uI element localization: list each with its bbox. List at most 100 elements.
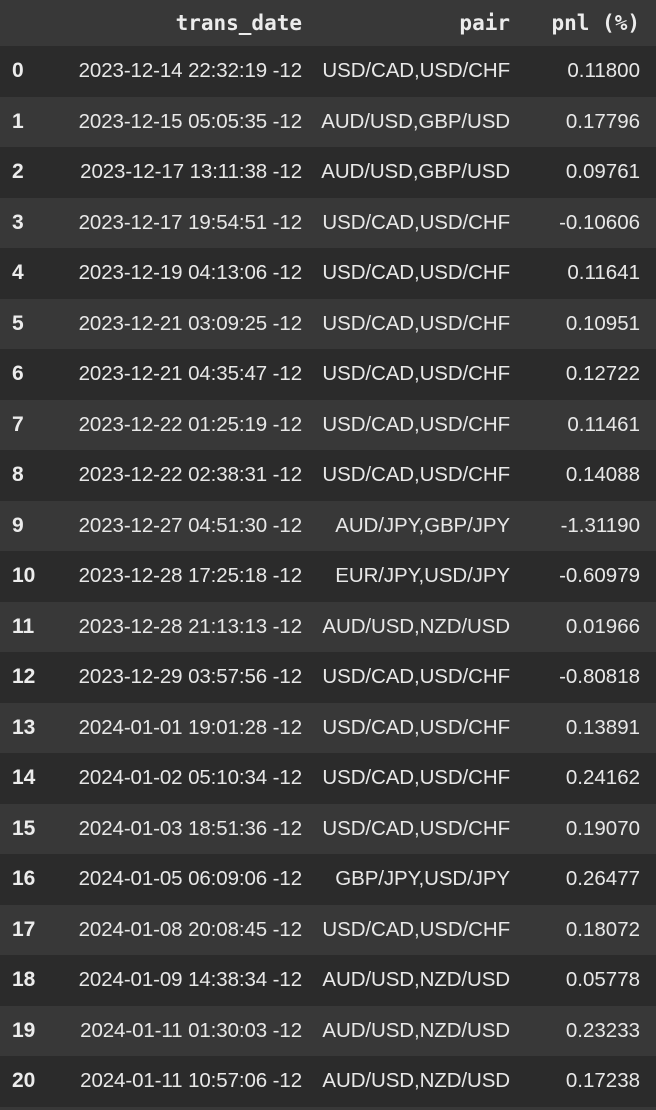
cell-pair: USD/CAD,USD/CHF xyxy=(322,210,510,234)
cell-pnl: -0.80818 xyxy=(559,665,640,689)
cell-pnl: 0.01966 xyxy=(565,614,640,638)
row-index: 12 xyxy=(12,665,36,689)
cell-trans-date: 2024-01-09 14:38:34 -12 xyxy=(78,968,302,992)
row-index: 6 xyxy=(12,362,24,386)
cell-pnl: -1.31190 xyxy=(560,513,640,537)
cell-pair: EUR/JPY,USD/JPY xyxy=(335,564,510,588)
row-index: 19 xyxy=(12,1018,36,1042)
table-row: 0 2023-12-14 22:32:19 -12 USD/CAD,USD/CHF 0… xyxy=(0,46,656,97)
table-row: 2 2023-12-17 13:11:38 -12 AUD/USD,GBP/USD 0… xyxy=(0,147,656,198)
cell-pnl: 0.13891 xyxy=(565,715,640,739)
row-index: 5 xyxy=(12,311,24,335)
row-index: 8 xyxy=(12,463,24,487)
cell-pnl: 0.24162 xyxy=(565,766,640,790)
table-row: 4 2023-12-19 04:13:06 -12 USD/CAD,USD/CHF 0… xyxy=(0,248,656,299)
cell-pair: AUD/USD,NZD/USD xyxy=(322,968,510,992)
table-row: 1 2023-12-15 05:05:35 -12 AUD/USD,GBP/USD 0… xyxy=(0,96,656,147)
row-index: 2 xyxy=(12,160,24,184)
row-index: 1 xyxy=(12,109,24,133)
cell-trans-date: 2023-12-15 05:05:35 -12 xyxy=(78,109,302,133)
cell-pnl: -0.60979 xyxy=(559,564,640,588)
cell-trans-date: 2023-12-28 17:25:18 -12 xyxy=(78,564,302,588)
table-row: 5 2023-12-21 03:09:25 -12 USD/CAD,USD/CHF 0… xyxy=(0,298,656,349)
table-row: 18 2024-01-09 14:38:34 -12 AUD/USD,NZD/USD… xyxy=(0,955,656,1006)
row-index: 4 xyxy=(12,261,24,285)
table-row: 9 2023-12-27 04:51:30 -12 AUD/JPY,GBP/JPY -… xyxy=(0,500,656,551)
cell-pnl: 0.14088 xyxy=(565,463,640,487)
table-row: 7 2023-12-22 01:25:19 -12 USD/CAD,USD/CHF 0… xyxy=(0,399,656,450)
cell-pair: USD/CAD,USD/CHF xyxy=(322,816,510,840)
cell-pair: USD/CAD,USD/CHF xyxy=(322,261,510,285)
row-index: 15 xyxy=(12,816,36,840)
cell-trans-date: 2023-12-17 13:11:38 -12 xyxy=(80,160,302,184)
cell-pair: GBP/JPY,USD/JPY xyxy=(335,867,510,891)
cell-pair: USD/CAD,USD/CHF xyxy=(322,59,510,83)
cell-trans-date: 2024-01-01 19:01:28 -12 xyxy=(78,715,302,739)
row-index: 14 xyxy=(12,766,36,790)
cell-pair: AUD/USD,NZD/USD xyxy=(322,1069,510,1093)
cell-trans-date: 2023-12-28 21:13:13 -12 xyxy=(78,614,302,638)
row-index: 0 xyxy=(12,59,24,83)
cell-pnl: 0.11461 xyxy=(567,412,640,436)
table-row: 6 2023-12-21 04:35:47 -12 USD/CAD,USD/CHF 0… xyxy=(0,349,656,400)
header-pair: pair xyxy=(459,11,510,35)
cell-pair: AUD/USD,GBP/USD xyxy=(321,109,510,133)
table-row: 19 2024-01-11 01:30:03 -12 AUD/USD,NZD/USD… xyxy=(0,1005,656,1056)
row-index: 20 xyxy=(12,1069,36,1093)
cell-pair: USD/CAD,USD/CHF xyxy=(322,463,510,487)
table-row: 17 2024-01-08 20:08:45 -12 USD/CAD,USD/CHF… xyxy=(0,904,656,955)
cell-pair: USD/CAD,USD/CHF xyxy=(322,715,510,739)
cell-pnl: -0.10606 xyxy=(559,210,640,234)
cell-pair: USD/CAD,USD/CHF xyxy=(322,665,510,689)
row-index: 13 xyxy=(12,715,36,739)
cell-pnl: 0.10951 xyxy=(565,311,640,335)
cell-trans-date: 2023-12-27 04:51:30 -12 xyxy=(78,513,302,537)
cell-pair: AUD/USD,NZD/USD xyxy=(322,614,510,638)
table-row: 15 2024-01-03 18:51:36 -12 USD/CAD,USD/CHF… xyxy=(0,803,656,854)
cell-pnl: 0.17238 xyxy=(565,1069,640,1093)
row-index: 16 xyxy=(12,867,36,891)
cell-pair: USD/CAD,USD/CHF xyxy=(322,917,510,941)
cell-trans-date: 2023-12-29 03:57:56 -12 xyxy=(78,665,302,689)
table-row: 16 2024-01-05 06:09:06 -12 GBP/JPY,USD/JPY… xyxy=(0,854,656,905)
cell-pair: USD/CAD,USD/CHF xyxy=(322,766,510,790)
cell-pnl: 0.11800 xyxy=(567,59,640,83)
table-row: 8 2023-12-22 02:38:31 -12 USD/CAD,USD/CHF 0… xyxy=(0,450,656,501)
row-index: 11 xyxy=(12,614,35,638)
cell-trans-date: 2023-12-19 04:13:06 -12 xyxy=(78,261,302,285)
cell-trans-date: 2024-01-08 20:08:45 -12 xyxy=(78,917,302,941)
cell-pnl: 0.19070 xyxy=(565,816,640,840)
cell-pair: AUD/JPY,GBP/JPY xyxy=(335,513,510,537)
row-index: 17 xyxy=(12,917,36,941)
cell-trans-date: 2024-01-05 06:09:06 -12 xyxy=(78,867,302,891)
table-body: 0 2023-12-14 22:32:19 -12 USD/CAD,USD/CHF 0… xyxy=(0,46,656,1107)
cell-trans-date: 2023-12-22 02:38:31 -12 xyxy=(78,463,302,487)
row-index: 9 xyxy=(12,513,24,537)
header-index xyxy=(0,0,46,46)
table-header: trans_date pair pnl (%) xyxy=(0,0,656,46)
cell-pnl: 0.11641 xyxy=(567,261,640,285)
cell-pnl: 0.05778 xyxy=(565,968,640,992)
row-index: 10 xyxy=(12,564,36,588)
cell-trans-date: 2024-01-11 10:57:06 -12 xyxy=(80,1069,302,1093)
row-index: 3 xyxy=(12,210,24,234)
cell-trans-date: 2024-01-02 05:10:34 -12 xyxy=(78,766,302,790)
table-row: 13 2024-01-01 19:01:28 -12 USD/CAD,USD/CHF… xyxy=(0,702,656,753)
cell-trans-date: 2024-01-03 18:51:36 -12 xyxy=(78,816,302,840)
cell-pnl: 0.12722 xyxy=(565,362,640,386)
cell-pair: AUD/USD,GBP/USD xyxy=(321,160,510,184)
table-row: 20 2024-01-11 10:57:06 -12 AUD/USD,NZD/USD… xyxy=(0,1056,656,1107)
cell-pair: USD/CAD,USD/CHF xyxy=(322,412,510,436)
header-pnl: pnl (%) xyxy=(551,11,640,35)
cell-pnl: 0.23233 xyxy=(565,1018,640,1042)
header-trans-date: trans_date xyxy=(175,11,302,35)
cell-pnl: 0.18072 xyxy=(565,917,640,941)
row-index: 7 xyxy=(12,412,24,436)
cell-pnl: 0.26477 xyxy=(565,867,640,891)
table-row: 11 2023-12-28 21:13:13 -12 AUD/USD,NZD/USD… xyxy=(0,601,656,652)
cell-trans-date: 2023-12-21 03:09:25 -12 xyxy=(78,311,302,335)
cell-trans-date: 2023-12-22 01:25:19 -12 xyxy=(78,412,302,436)
cell-pnl: 0.09761 xyxy=(565,160,640,184)
